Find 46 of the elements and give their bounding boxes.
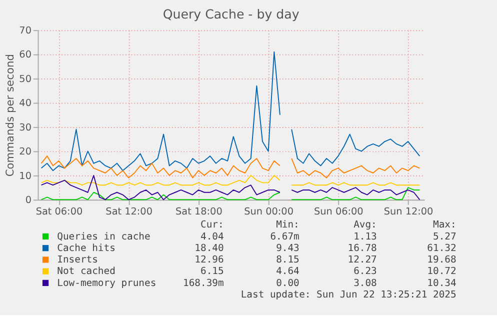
x-tick-label: Sat 06:00	[36, 206, 83, 218]
legend-label: Cache hits	[57, 242, 116, 254]
text: 6.67m	[270, 231, 300, 242]
y-tick-label: 70	[19, 25, 32, 36]
text: 61.32	[427, 242, 456, 254]
text: 16.78	[348, 242, 378, 254]
text: 4.64	[276, 266, 300, 278]
legend-label: Queries in cache	[57, 231, 151, 242]
text: Avg:	[354, 220, 377, 231]
text: Last update: Sun Jun 22 13:25:21 2025	[240, 289, 456, 300]
text: 9.43	[276, 242, 300, 254]
text: 4.04	[200, 231, 224, 242]
text: 5.27	[433, 231, 456, 242]
text: Cur:	[200, 220, 224, 231]
x-tick-label: Sun 00:00	[244, 206, 294, 218]
y-axis-title: Commands per second	[3, 54, 16, 177]
legend-label: Low-memory prunes	[57, 278, 156, 289]
y-tick-label: 30	[19, 122, 32, 134]
y-tick-label: 0	[25, 195, 32, 206]
text: 8.15	[276, 254, 300, 266]
x-tick-label: Sat 12:00	[106, 206, 152, 218]
chart-title: Query Cache - by day	[162, 6, 300, 22]
text: 10.72	[427, 266, 456, 278]
text: Min:	[276, 220, 300, 231]
legend-label: Not cached	[57, 266, 116, 278]
y-tick-label: 10	[19, 170, 32, 182]
text: 1.13	[354, 231, 378, 242]
text: 6.15	[200, 266, 224, 278]
text: 12.27	[348, 254, 378, 266]
x-tick-label: Sun 06:00	[314, 206, 364, 218]
y-tick-label: 40	[19, 98, 32, 110]
text: 10.34	[427, 278, 456, 289]
legend-label: Inserts	[57, 254, 98, 266]
text: 6.23	[354, 266, 378, 278]
text: 12.96	[194, 254, 224, 266]
x-tick-label: Sun 12:00	[384, 206, 434, 218]
text: 0.00	[276, 278, 300, 289]
text: 3.08	[354, 278, 378, 289]
text: 168.39m	[183, 278, 224, 289]
x-tick-label: Sat 18:00	[176, 206, 222, 218]
text: 18.40	[194, 242, 224, 254]
text: Max:	[433, 220, 456, 231]
text: 19.68	[427, 254, 456, 266]
y-tick-label: 50	[19, 74, 32, 85]
y-tick-label: 60	[19, 50, 32, 61]
y-tick-label: 20	[19, 146, 32, 158]
